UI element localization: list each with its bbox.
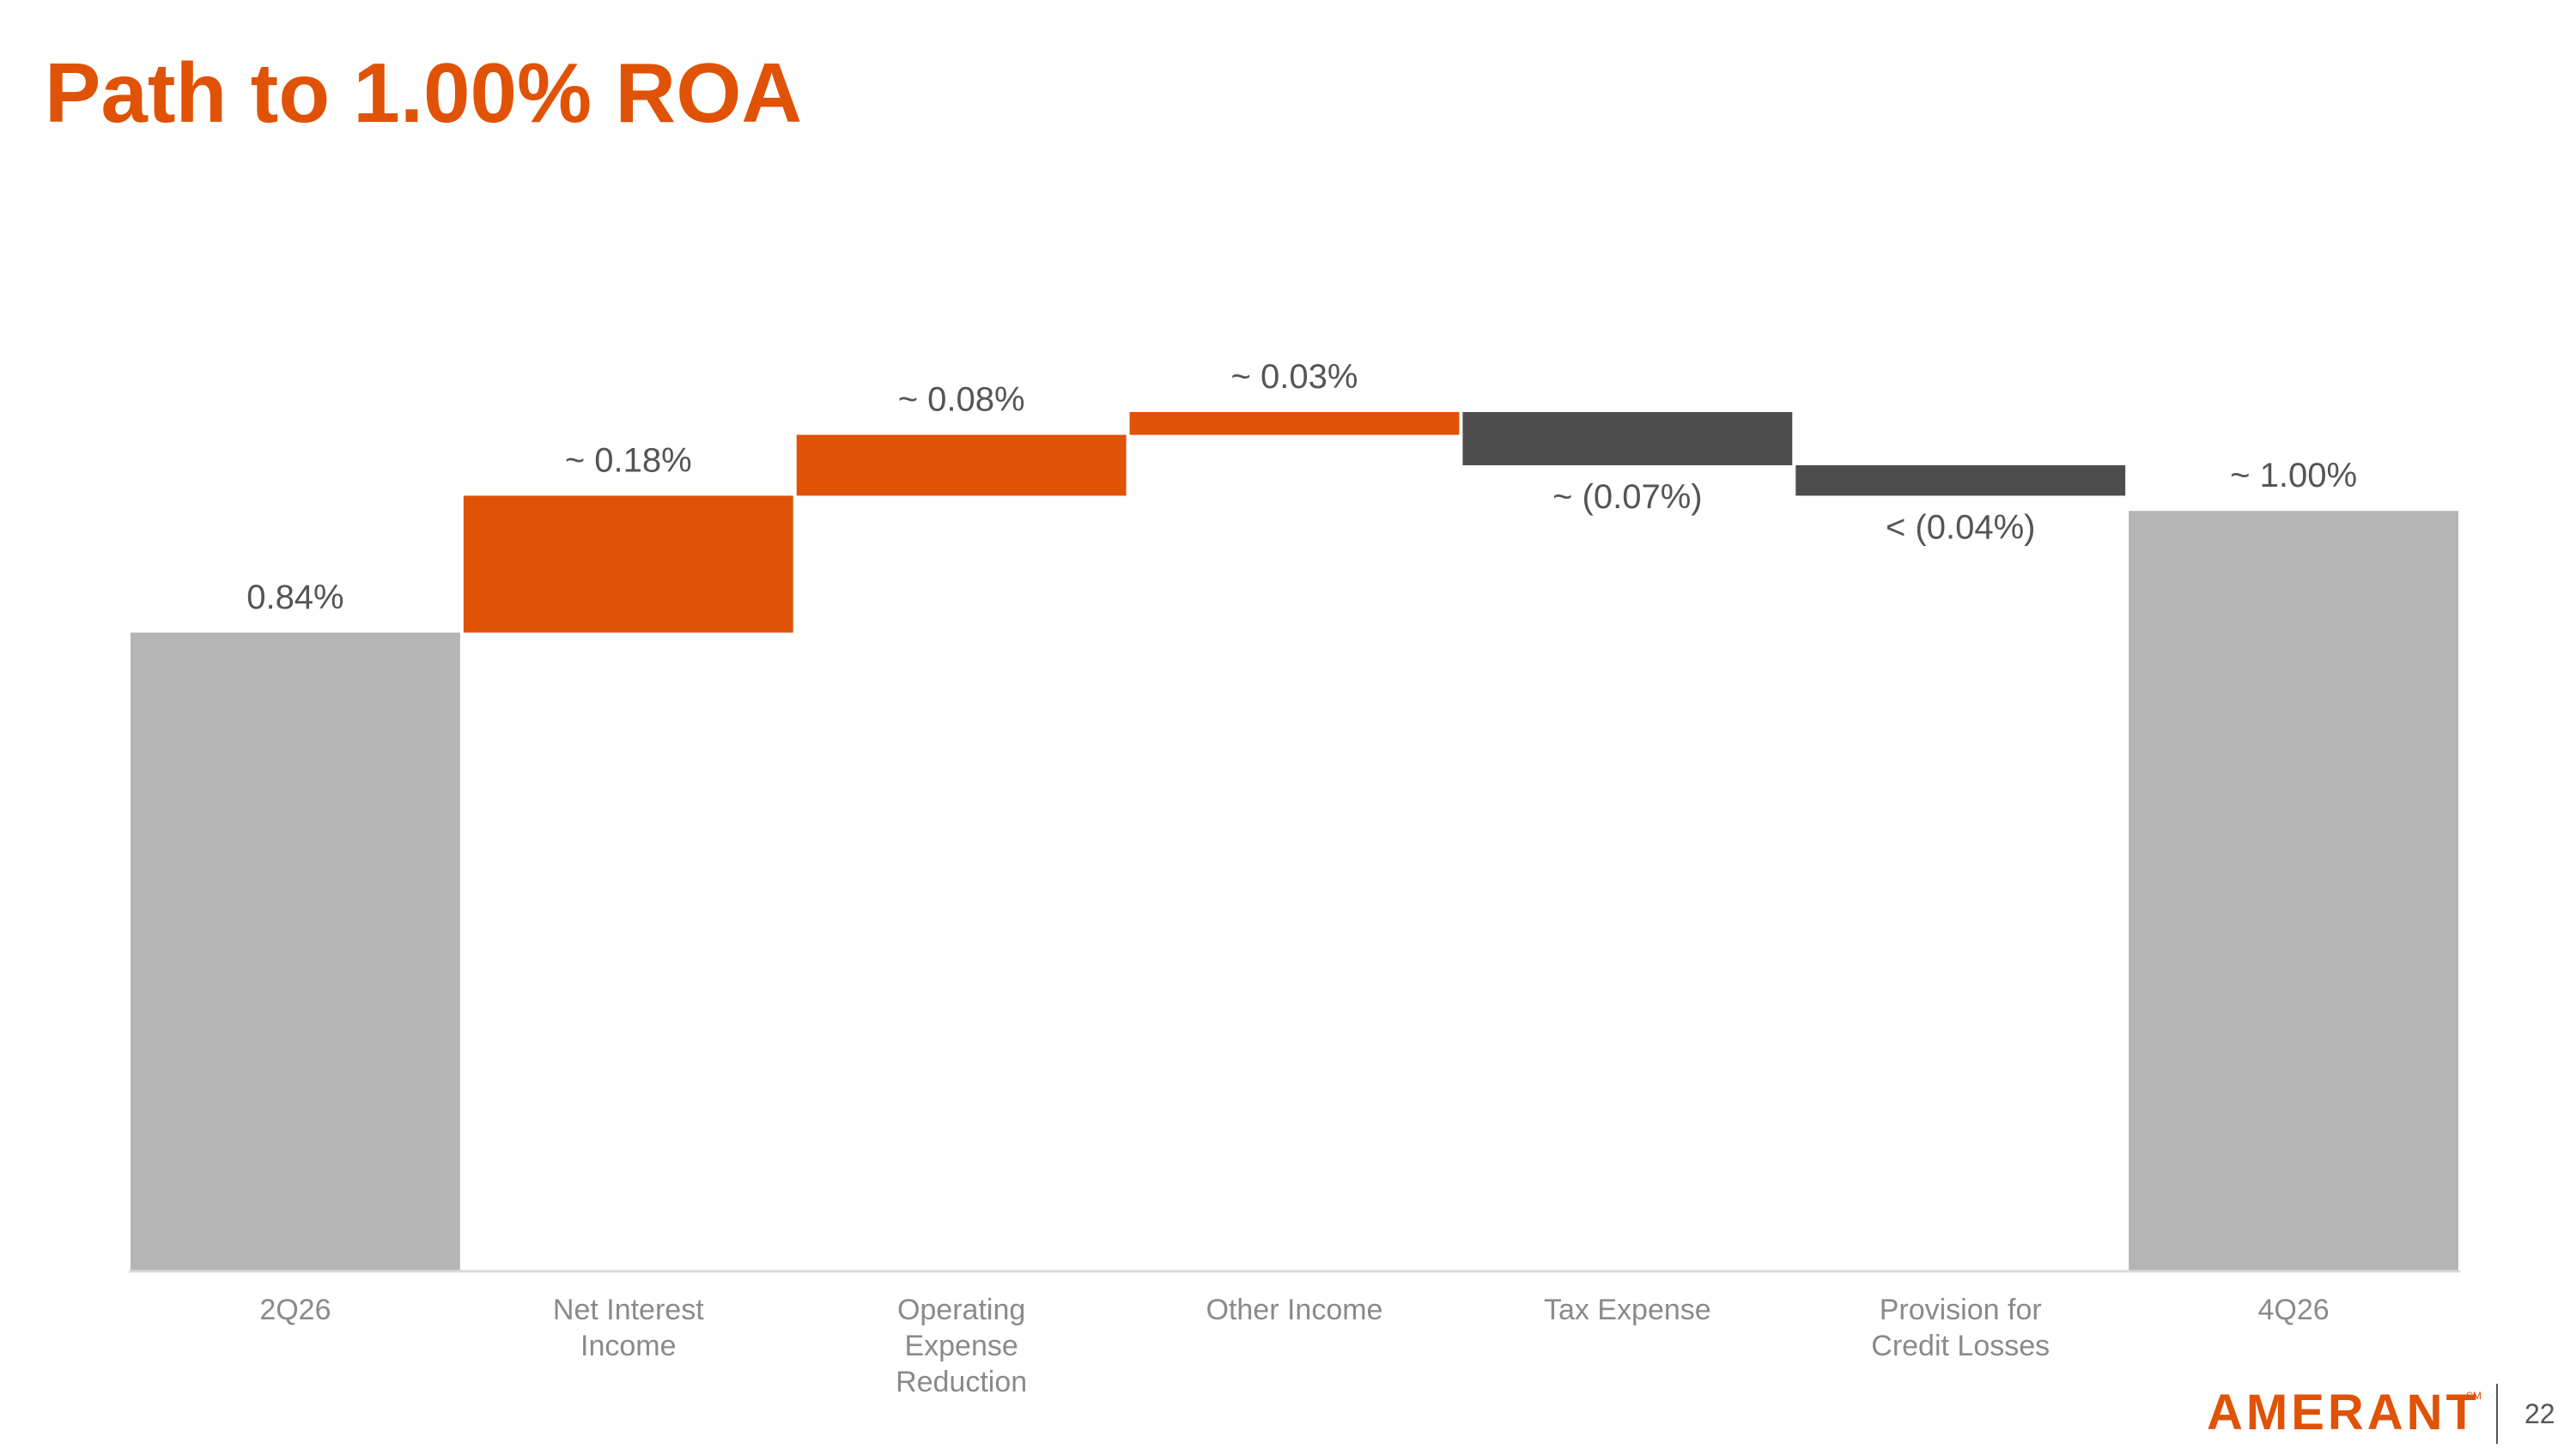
- x-tick-label: 2Q26: [259, 1294, 331, 1326]
- x-tick-label: Other Income: [1206, 1294, 1383, 1326]
- bar: [2129, 511, 2458, 1271]
- chart-title: Path to 1.00% ROA: [45, 45, 802, 140]
- bar: [1462, 412, 1793, 466]
- logo: AMERANT: [2207, 1385, 2480, 1440]
- x-tick-label: Net Interest Income: [552, 1294, 704, 1362]
- value-label: ~ 1.00%: [2230, 457, 2357, 494]
- bar: [1795, 465, 2126, 496]
- x-tick-label: 4Q26: [2257, 1294, 2330, 1326]
- page-number: 22: [2524, 1398, 2555, 1429]
- x-tick-label: Provision for Credit Losses: [1871, 1294, 2050, 1362]
- value-label: < (0.04%): [1886, 508, 2036, 546]
- value-label: ~ 0.18%: [565, 441, 692, 479]
- value-label: 0.84%: [246, 579, 343, 616]
- value-label: ~ 0.08%: [898, 381, 1025, 419]
- bar: [131, 632, 460, 1271]
- bar: [463, 495, 793, 633]
- bar: [796, 434, 1127, 496]
- value-label: ~ 0.03%: [1231, 358, 1358, 396]
- logo-mark: SM: [2466, 1390, 2482, 1402]
- x-tick-label: Operating Expense Reduction: [896, 1294, 1028, 1398]
- bar: [1129, 412, 1460, 435]
- value-label: ~ (0.07%): [1552, 478, 1703, 516]
- x-tick-label: Tax Expense: [1544, 1294, 1711, 1326]
